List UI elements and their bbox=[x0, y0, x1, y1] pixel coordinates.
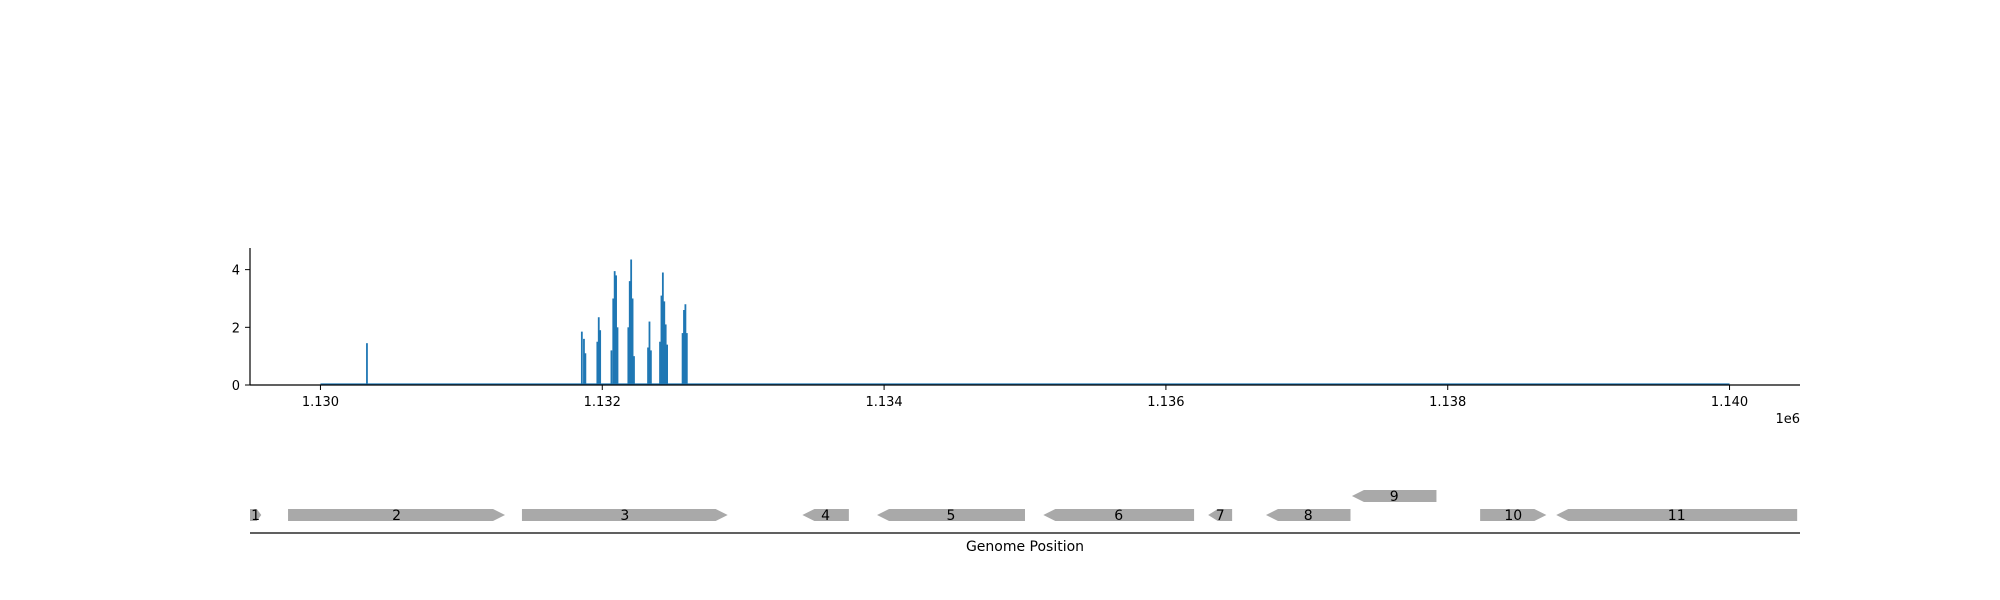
gene-label: 8 bbox=[1304, 508, 1313, 524]
y-tick-label: 2 bbox=[232, 321, 240, 336]
x-offset-label: 1e6 bbox=[1775, 412, 1800, 427]
gene-label: 9 bbox=[1390, 489, 1399, 505]
gene-label: 10 bbox=[1504, 508, 1522, 524]
gene-label: 4 bbox=[821, 508, 830, 524]
gene-label: 5 bbox=[947, 508, 956, 524]
gene-feature bbox=[1043, 509, 1195, 521]
gene-feature bbox=[1351, 490, 1437, 502]
x-tick-label: 1.136 bbox=[1147, 395, 1184, 410]
x-tick-label: 1.132 bbox=[584, 395, 621, 410]
gene-feature bbox=[1556, 509, 1798, 521]
gene-features: 1 2 3 4 5 6 7 8 9 10 11 bbox=[250, 489, 1798, 524]
gene-track: 1 2 3 4 5 6 7 8 9 10 11 Genome Position bbox=[250, 489, 1800, 555]
gene-feature bbox=[1480, 509, 1547, 521]
gene-feature bbox=[288, 509, 506, 521]
gene-feature bbox=[877, 509, 1025, 521]
x-tick-label: 1.130 bbox=[302, 395, 339, 410]
gene-label: 3 bbox=[620, 508, 629, 524]
gene-feature bbox=[1208, 509, 1233, 521]
gene-feature bbox=[521, 509, 728, 521]
x-tick-label: 1.138 bbox=[1429, 395, 1466, 410]
gene-feature bbox=[250, 509, 262, 521]
coverage-axes: 1.130 1.132 1.134 1.136 1.138 1.140 0 2 4 bbox=[232, 248, 1800, 410]
y-tick-label: 4 bbox=[232, 264, 240, 279]
gene-feature bbox=[1265, 509, 1351, 521]
gene-label: 7 bbox=[1216, 508, 1225, 524]
gene-label: 2 bbox=[392, 508, 401, 524]
y-tick-label: 0 bbox=[232, 379, 240, 394]
gene-feature bbox=[802, 509, 849, 521]
gene-label: 1 bbox=[251, 508, 260, 524]
gene-track-xlabel: Genome Position bbox=[966, 539, 1084, 555]
x-tick-label: 1.140 bbox=[1711, 395, 1748, 410]
x-tick-label: 1.134 bbox=[865, 395, 902, 410]
gene-label: 11 bbox=[1668, 508, 1686, 524]
coverage-marks bbox=[320, 259, 1730, 386]
gene-label: 6 bbox=[1114, 508, 1123, 524]
coverage-chart: 1.130 1.132 1.134 1.136 1.138 1.140 0 2 4 1e6 bbox=[232, 248, 1800, 427]
